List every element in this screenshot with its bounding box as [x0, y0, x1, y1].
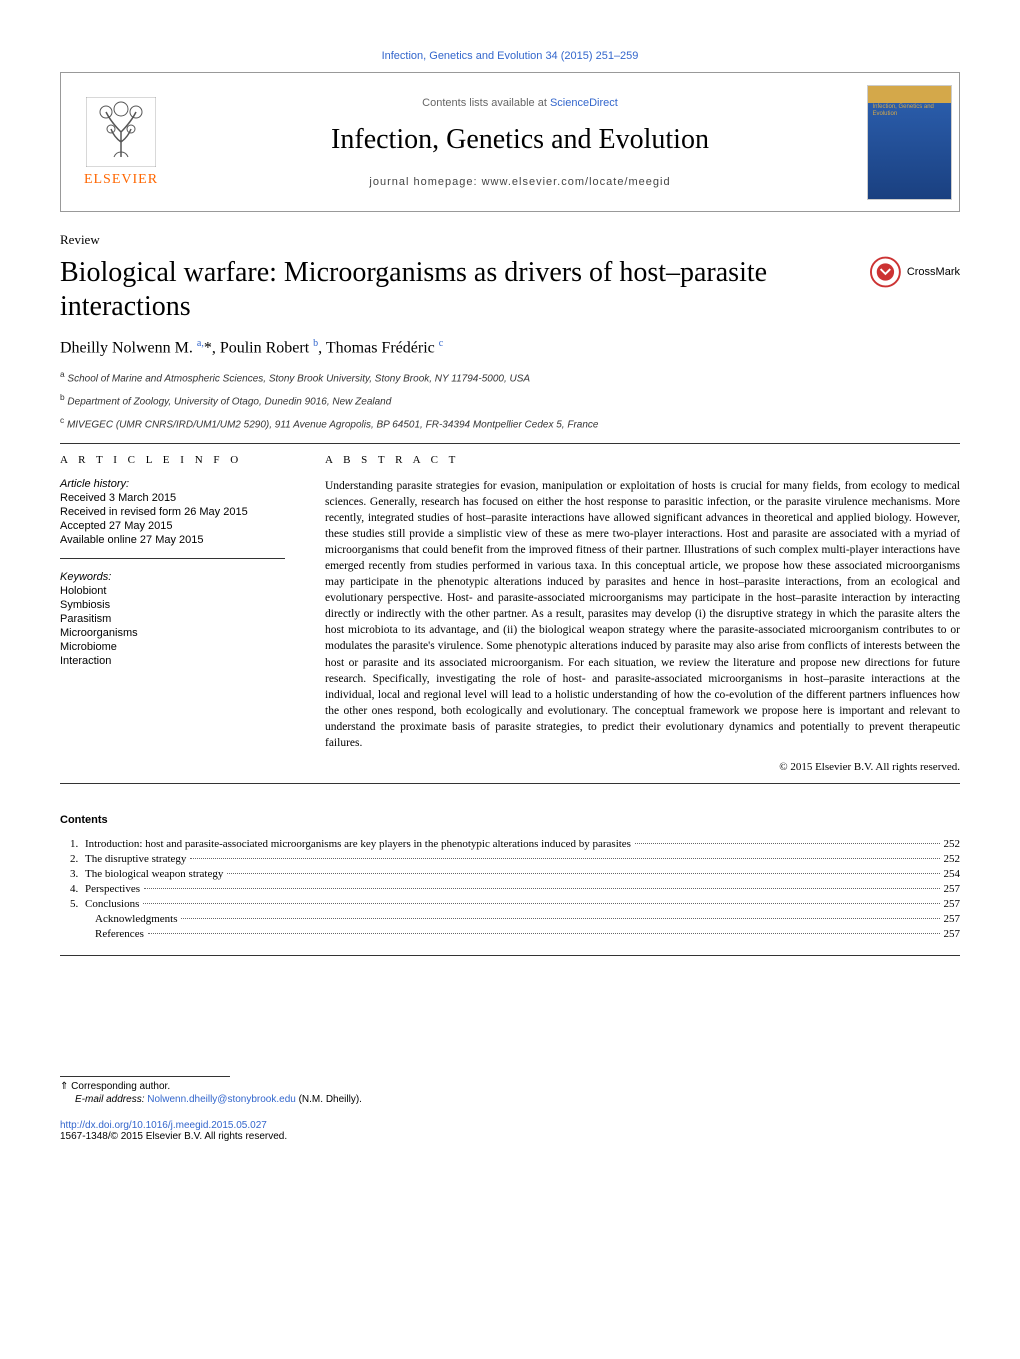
keyword: Microbiome	[60, 641, 285, 653]
toc-page: 257	[944, 913, 961, 925]
toc-number: 5.	[60, 898, 85, 910]
keyword: Interaction	[60, 655, 285, 667]
toc-entry[interactable]: 2.The disruptive strategy 252	[60, 853, 960, 865]
email-link[interactable]: Nolwenn.dheilly@stonybrook.edu	[147, 1094, 296, 1105]
toc-title: Acknowledgments	[95, 913, 177, 925]
divider	[60, 955, 960, 956]
journal-cover-thumbnail[interactable]: Infection, Genetics and Evolution	[859, 73, 959, 211]
sciencedirect-link[interactable]: ScienceDirect	[550, 97, 618, 109]
abstract-text: Understanding parasite strategies for ev…	[325, 478, 960, 752]
toc-leader	[143, 903, 939, 904]
journal-header: ELSEVIER Contents lists available at Sci…	[60, 72, 960, 212]
history-item: Available online 27 May 2015	[60, 534, 285, 546]
journal-name: Infection, Genetics and Evolution	[331, 124, 709, 156]
affiliation-b: b Department of Zoology, University of O…	[60, 391, 960, 409]
toc-page: 257	[944, 883, 961, 895]
crossmark-badge[interactable]: CrossMark	[870, 256, 960, 288]
toc-entry[interactable]: 1.Introduction: host and parasite-associ…	[60, 838, 960, 850]
crossmark-label: CrossMark	[907, 266, 960, 278]
crossmark-icon	[870, 256, 901, 288]
footnote-rule	[60, 1076, 230, 1079]
elsevier-logo[interactable]: ELSEVIER	[61, 73, 181, 211]
history-item: Accepted 27 May 2015	[60, 520, 285, 532]
toc-entry[interactable]: 3.The biological weapon strategy 254	[60, 868, 960, 880]
toc-leader	[148, 933, 940, 934]
contents-available-text: Contents lists available at ScienceDirec…	[422, 97, 618, 109]
toc-page: 254	[944, 868, 961, 880]
toc-number: 3.	[60, 868, 85, 880]
toc-title: References	[95, 928, 144, 940]
divider	[60, 783, 960, 784]
toc-number: 1.	[60, 838, 85, 850]
contents-heading: Contents	[60, 814, 960, 826]
keyword: Holobiont	[60, 585, 285, 597]
affiliations: a School of Marine and Atmospheric Scien…	[60, 368, 960, 433]
toc-number: 2.	[60, 853, 85, 865]
elsevier-tree-icon	[86, 97, 156, 167]
history-label: Article history:	[60, 478, 285, 490]
toc-number: 4.	[60, 883, 85, 895]
toc-title: The biological weapon strategy	[85, 868, 223, 880]
keywords-list: Holobiont Symbiosis Parasitism Microorganis…	[60, 585, 285, 667]
affiliation-a: a School of Marine and Atmospheric Scien…	[60, 368, 960, 386]
history-list: Received 3 March 2015 Received in revised…	[60, 492, 285, 546]
toc-page: 252	[944, 838, 961, 850]
toc-entry[interactable]: References 257	[60, 928, 960, 940]
toc-leader	[190, 858, 939, 859]
toc-entry[interactable]: Acknowledgments 257	[60, 913, 960, 925]
article-info-column: A R T I C L E I N F O Article history: R…	[60, 454, 285, 774]
keyword: Symbiosis	[60, 599, 285, 611]
abstract-heading: A B S T R A C T	[325, 454, 960, 466]
toc-entry[interactable]: 4.Perspectives 257	[60, 883, 960, 895]
history-item: Received in revised form 26 May 2015	[60, 506, 285, 518]
keyword: Parasitism	[60, 613, 285, 625]
toc-title: Perspectives	[85, 883, 140, 895]
toc-page: 257	[944, 928, 961, 940]
abstract-column: A B S T R A C T Understanding parasite s…	[325, 454, 960, 774]
toc-entry[interactable]: 5.Conclusions 257	[60, 898, 960, 910]
table-of-contents: 1.Introduction: host and parasite-associ…	[60, 838, 960, 940]
elsevier-label: ELSEVIER	[84, 172, 158, 188]
toc-leader	[144, 888, 940, 889]
toc-page: 252	[944, 853, 961, 865]
info-divider	[60, 558, 285, 559]
toc-title: Conclusions	[85, 898, 139, 910]
keyword: Microorganisms	[60, 627, 285, 639]
keywords-label: Keywords:	[60, 571, 285, 583]
corresponding-author: ⇑ Corresponding author.	[60, 1081, 960, 1092]
article-info-heading: A R T I C L E I N F O	[60, 454, 285, 466]
doi-block: http://dx.doi.org/10.1016/j.meegid.2015.…	[60, 1120, 960, 1142]
doi-link[interactable]: http://dx.doi.org/10.1016/j.meegid.2015.…	[60, 1120, 267, 1131]
toc-leader	[227, 873, 939, 874]
toc-leader	[181, 918, 939, 919]
article-type: Review	[60, 232, 960, 248]
article-title: Biological warfare: Microorganisms as dr…	[60, 256, 870, 323]
divider	[60, 443, 960, 444]
toc-title: Introduction: host and parasite-associat…	[85, 838, 631, 850]
corresponding-email: E-mail address: Nolwenn.dheilly@stonybro…	[60, 1094, 960, 1105]
authors: Dheilly Nolwenn M. a,*, Poulin Robert b,…	[60, 338, 960, 357]
toc-title: The disruptive strategy	[85, 853, 186, 865]
journal-reference[interactable]: Infection, Genetics and Evolution 34 (20…	[60, 50, 960, 62]
cover-title-text: Infection, Genetics and Evolution	[873, 104, 946, 118]
affiliation-c: c MIVEGEC (UMR CNRS/IRD/UM1/UM2 5290), 9…	[60, 414, 960, 432]
homepage-url[interactable]: www.elsevier.com/locate/meegid	[482, 176, 671, 188]
abstract-copyright: © 2015 Elsevier B.V. All rights reserved…	[325, 761, 960, 773]
journal-homepage: journal homepage: www.elsevier.com/locat…	[369, 176, 670, 188]
toc-leader	[635, 843, 940, 844]
issn-copyright: 1567-1348/© 2015 Elsevier B.V. All right…	[60, 1131, 287, 1142]
toc-page: 257	[944, 898, 961, 910]
history-item: Received 3 March 2015	[60, 492, 285, 504]
